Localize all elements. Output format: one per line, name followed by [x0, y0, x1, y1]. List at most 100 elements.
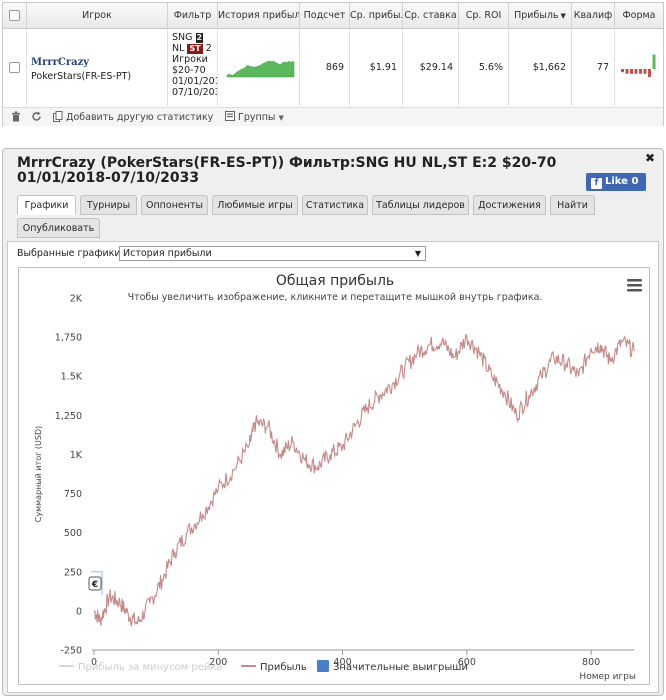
y-tick-label: -250: [60, 646, 82, 657]
menu-bar: [627, 279, 642, 282]
form-bars: [621, 54, 656, 77]
legend-item[interactable]: Прибыль: [241, 662, 307, 673]
tab-favorite-games[interactable]: Любимые игры: [212, 195, 298, 215]
chart-menu-icon[interactable]: [627, 279, 642, 292]
x-tick-label: 0: [91, 657, 97, 668]
y-tick-label: 500: [64, 528, 82, 539]
avg-profit-value: $1.91: [350, 29, 403, 106]
tab-statistics[interactable]: Статистика: [302, 195, 368, 215]
groups-label: Группы: [238, 112, 276, 123]
profit-chart[interactable]: Общая прибыль Чтобы увеличить изображение…: [18, 267, 650, 685]
filter-entrants: 2: [205, 43, 212, 54]
chart-select-value: История прибыли: [123, 248, 212, 259]
copy-icon: [53, 111, 63, 122]
x-tick-label: 600: [458, 657, 476, 668]
form-bar-loss: [648, 69, 651, 77]
column-header-profit-history[interactable]: История прибыль: [218, 3, 300, 29]
chart-select[interactable]: История прибыли ▼: [119, 246, 426, 261]
speed-badge: ST: [187, 44, 203, 54]
form-cell: [615, 29, 663, 106]
filter-date-to: 07/10/203: [172, 87, 218, 98]
facebook-like-button[interactable]: f Like 0: [586, 173, 646, 191]
qualify-value: 77: [572, 29, 615, 106]
tab-find[interactable]: Найти: [550, 195, 595, 215]
like-label: Like 0: [605, 176, 639, 187]
menu-bar: [627, 289, 642, 292]
filter-date-from: 01/01/201: [172, 76, 218, 87]
form-bar-loss: [630, 69, 633, 74]
avg-roi-value: 5.6%: [459, 29, 509, 106]
tab-charts[interactable]: Графики: [17, 195, 76, 215]
y-tick-label: 0: [76, 606, 82, 617]
profit-series-line[interactable]: [93, 333, 635, 628]
tab-achievements[interactable]: Достижения: [473, 195, 546, 215]
tab-leaderboards[interactable]: Таблицы лидеров: [372, 195, 469, 215]
profit-value: $1,662: [509, 29, 572, 106]
column-header-player[interactable]: Игрок: [27, 3, 168, 29]
y-tick-label: 1,750: [55, 333, 82, 344]
column-header-avg-stake[interactable]: Ср. ставка: [403, 3, 459, 29]
x-tick-label: 400: [333, 657, 351, 668]
column-header-filter[interactable]: Фильтр: [168, 3, 218, 29]
form-bar-loss: [621, 69, 624, 73]
form-bar-loss: [634, 69, 638, 74]
trash-icon[interactable]: [11, 111, 21, 126]
y-tick-label: 1.5K: [61, 372, 83, 383]
filter-players-label: Игроки: [172, 54, 208, 65]
x-tick-label: 200: [209, 657, 227, 668]
filter-line-limit: NL ST 2: [172, 43, 212, 54]
row-checkbox[interactable]: [9, 62, 20, 73]
menu-bar: [627, 284, 642, 287]
legend-label: Прибыль: [260, 662, 307, 673]
column-header-qualify[interactable]: Квалиф: [572, 3, 615, 29]
window-title: MrrrCrazy (PokerStars(FR-ES-PT)) Фильтр:…: [17, 155, 557, 186]
select-all-checkbox[interactable]: [9, 10, 20, 21]
chart-title: Общая прибыль: [276, 273, 394, 289]
profit-history-cell: [218, 29, 300, 106]
select-all-cell: [3, 3, 27, 29]
x-tick-label: 800: [582, 657, 600, 668]
refresh-icon[interactable]: [31, 111, 42, 126]
column-header-profit[interactable]: Прибыль ▼: [509, 3, 572, 29]
chart-canvas[interactable]: Общая прибыль Чтобы увеличить изображение…: [19, 268, 651, 686]
profit-history-sparkline: [226, 60, 295, 78]
charts-tab-content: Выбранные графики: История прибыли ▼ Общ…: [7, 241, 659, 693]
filter-limit: NL: [172, 43, 185, 54]
players-badge: 2: [195, 33, 204, 43]
stats-panel: Игрок Фильтр История прибыль Подсчет Ср.…: [2, 2, 664, 126]
column-header-avg-roi[interactable]: Ср. ROI: [459, 3, 509, 29]
legend-label: Прибыль за минусом рейка: [78, 662, 223, 673]
big-win-flag[interactable]: [88, 576, 102, 591]
stats-toolbar: Добавить другую статистику Группы ▼: [3, 107, 663, 126]
groups-icon: [225, 111, 235, 121]
tab-publish[interactable]: Опубликовать: [17, 218, 100, 238]
facebook-icon: f: [591, 178, 602, 189]
column-header-form[interactable]: Форма: [622, 10, 656, 21]
form-bar-loss: [643, 69, 647, 74]
tab-opponents[interactable]: Оппоненты: [141, 195, 208, 215]
player-cell: MrrrCrazy PokerStars(FR-ES-PT): [27, 29, 168, 106]
table-header-row: Игрок Фильтр История прибыль Подсчет Ср.…: [3, 3, 663, 29]
add-stat-button[interactable]: Добавить другую статистику: [53, 111, 213, 124]
x-axis-label: Номер игры: [579, 672, 636, 682]
y-tick-label: 1K: [70, 450, 83, 461]
column-header-avg-profit[interactable]: Ср. прибыль: [350, 3, 403, 29]
player-name-link[interactable]: MrrrCrazy: [31, 57, 90, 68]
filter-stakes: $20-70: [172, 65, 206, 76]
y-tick-label: 1,250: [55, 411, 82, 422]
table-row[interactable]: MrrrCrazy PokerStars(FR-ES-PT) SNG 2 NL …: [3, 29, 663, 106]
legend-item[interactable]: Прибыль за минусом рейка: [59, 662, 223, 673]
form-bar-loss: [625, 69, 629, 74]
avg-stake-value: $29.14: [403, 29, 459, 106]
filter-cell: SNG 2 NL ST 2 Игроки $20-70 01/01/201 07…: [168, 29, 218, 106]
column-header-count[interactable]: Подсчет: [300, 3, 350, 29]
count-value: 869: [300, 29, 350, 106]
groups-dropdown[interactable]: Группы ▼: [225, 111, 284, 125]
column-header-profit-label: Прибыль: [514, 10, 559, 21]
sort-desc-icon: ▼: [560, 12, 566, 20]
close-icon[interactable]: ✖: [644, 151, 655, 165]
legend-item[interactable]: Значительные выигрыши: [317, 660, 468, 673]
legend-swatch: [317, 660, 329, 672]
tab-tournaments[interactable]: Турниры: [80, 195, 137, 215]
form-bar-loss: [639, 69, 642, 74]
